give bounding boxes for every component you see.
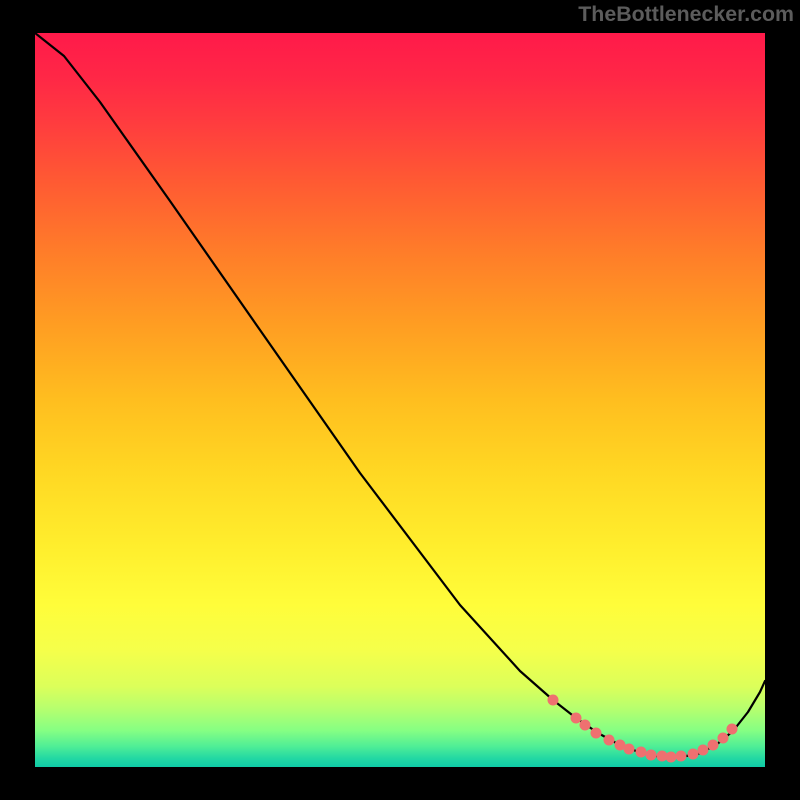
curve-marker [571,713,582,724]
curve-marker [688,749,699,760]
heatmap-background [35,33,765,767]
curve-marker [646,750,657,761]
watermark-text: TheBottlenecker.com [578,2,794,27]
curve-marker [698,745,709,756]
curve-marker [708,740,719,751]
curve-marker [624,744,635,755]
curve-marker [636,747,647,758]
curve-marker [727,724,738,735]
curve-marker [676,751,687,762]
plot-area-group [35,33,765,767]
curve-marker [718,733,729,744]
curve-marker [548,695,559,706]
curve-marker [666,752,677,763]
curve-marker [604,735,615,746]
figure-root: TheBottlenecker.com [0,0,800,800]
curve-marker [580,720,591,731]
chart-svg [0,0,800,800]
curve-marker [591,728,602,739]
